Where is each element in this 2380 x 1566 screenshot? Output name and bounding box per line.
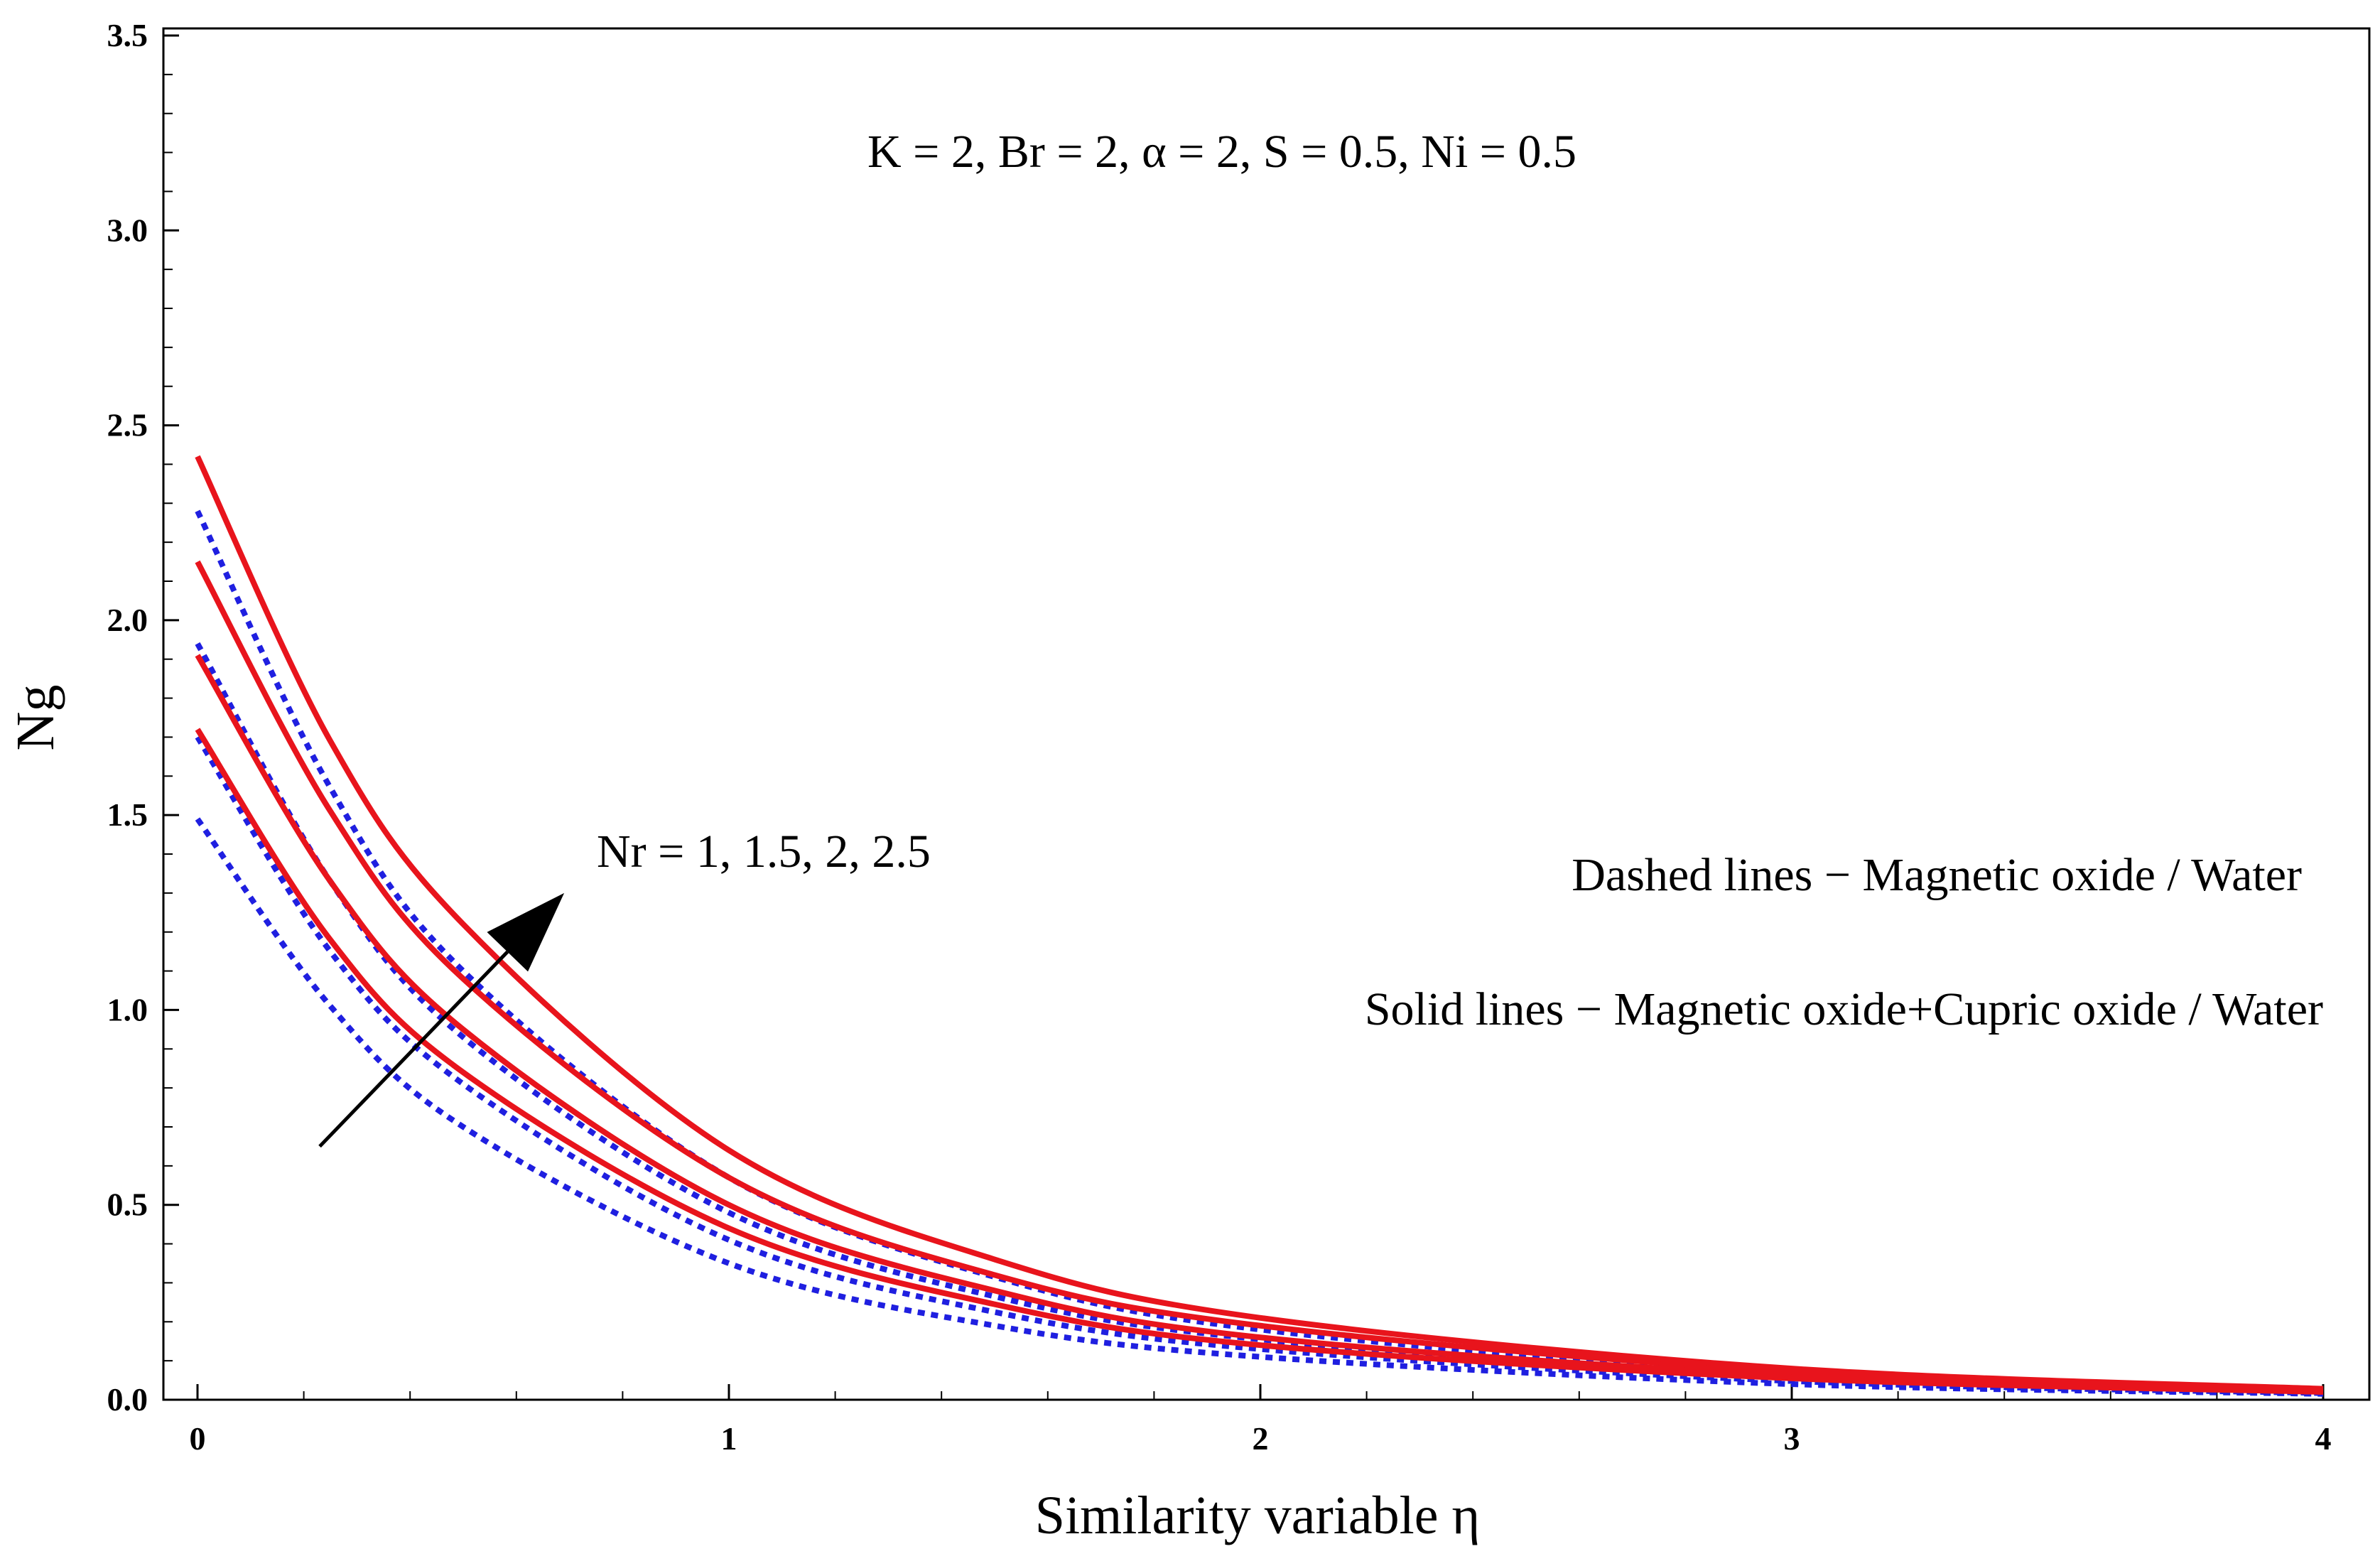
- params-annotation: K = 2, Br = 2, α = 2, S = 0.5, Ni = 0.5: [867, 126, 1576, 178]
- solid-series-line: [195, 728, 2324, 1395]
- dashed-series-line: [195, 509, 2324, 1393]
- solid-series-line: [195, 455, 2324, 1392]
- y-tick-label: 1.0: [107, 991, 148, 1027]
- y-tick-label: 0.5: [107, 1187, 148, 1223]
- solid-lines-legend: Solid lines − Magnetic oxide+Cupric oxid…: [1365, 983, 2323, 1035]
- axis-ticks: 0 1 2 3 4 0.0 0.5 1.0 1.5 2.0 2.5 3.0 3.5: [107, 17, 2332, 1457]
- arrow-head: [487, 892, 565, 972]
- dashed-lines-legend: Dashed lines − Magnetic oxide / Water: [1572, 849, 2302, 901]
- x-tick-label: 0: [190, 1420, 206, 1457]
- y-axis-title: Ng: [6, 685, 65, 751]
- x-tick-label: 3: [1784, 1420, 1800, 1457]
- solid-series-line: [195, 654, 2324, 1394]
- y-tick-label: 1.5: [107, 796, 148, 833]
- x-tick-label: 2: [1253, 1420, 1269, 1457]
- y-tick-label: 2.0: [107, 602, 148, 638]
- x-axis-title: Similarity variable η: [1035, 1486, 1480, 1545]
- dashed-series-line: [195, 817, 2324, 1397]
- x-tick-label: 4: [2315, 1420, 2332, 1457]
- nr-annotation: Nr = 1, 1.5, 2, 2.5: [597, 826, 931, 878]
- series-layer: [195, 455, 2324, 1397]
- arrow-layer: [318, 892, 565, 1148]
- solid-series-line: [195, 560, 2324, 1393]
- dashed-series-line: [195, 735, 2324, 1396]
- y-tick-label: 0.0: [107, 1381, 148, 1418]
- arrow-shaft: [318, 950, 509, 1148]
- y-tick-label: 3.5: [107, 17, 148, 53]
- y-tick-label: 3.0: [107, 212, 148, 248]
- plot-frame: [162, 27, 2371, 1401]
- y-tick-label: 2.5: [107, 407, 148, 443]
- x-tick-label: 1: [721, 1420, 737, 1457]
